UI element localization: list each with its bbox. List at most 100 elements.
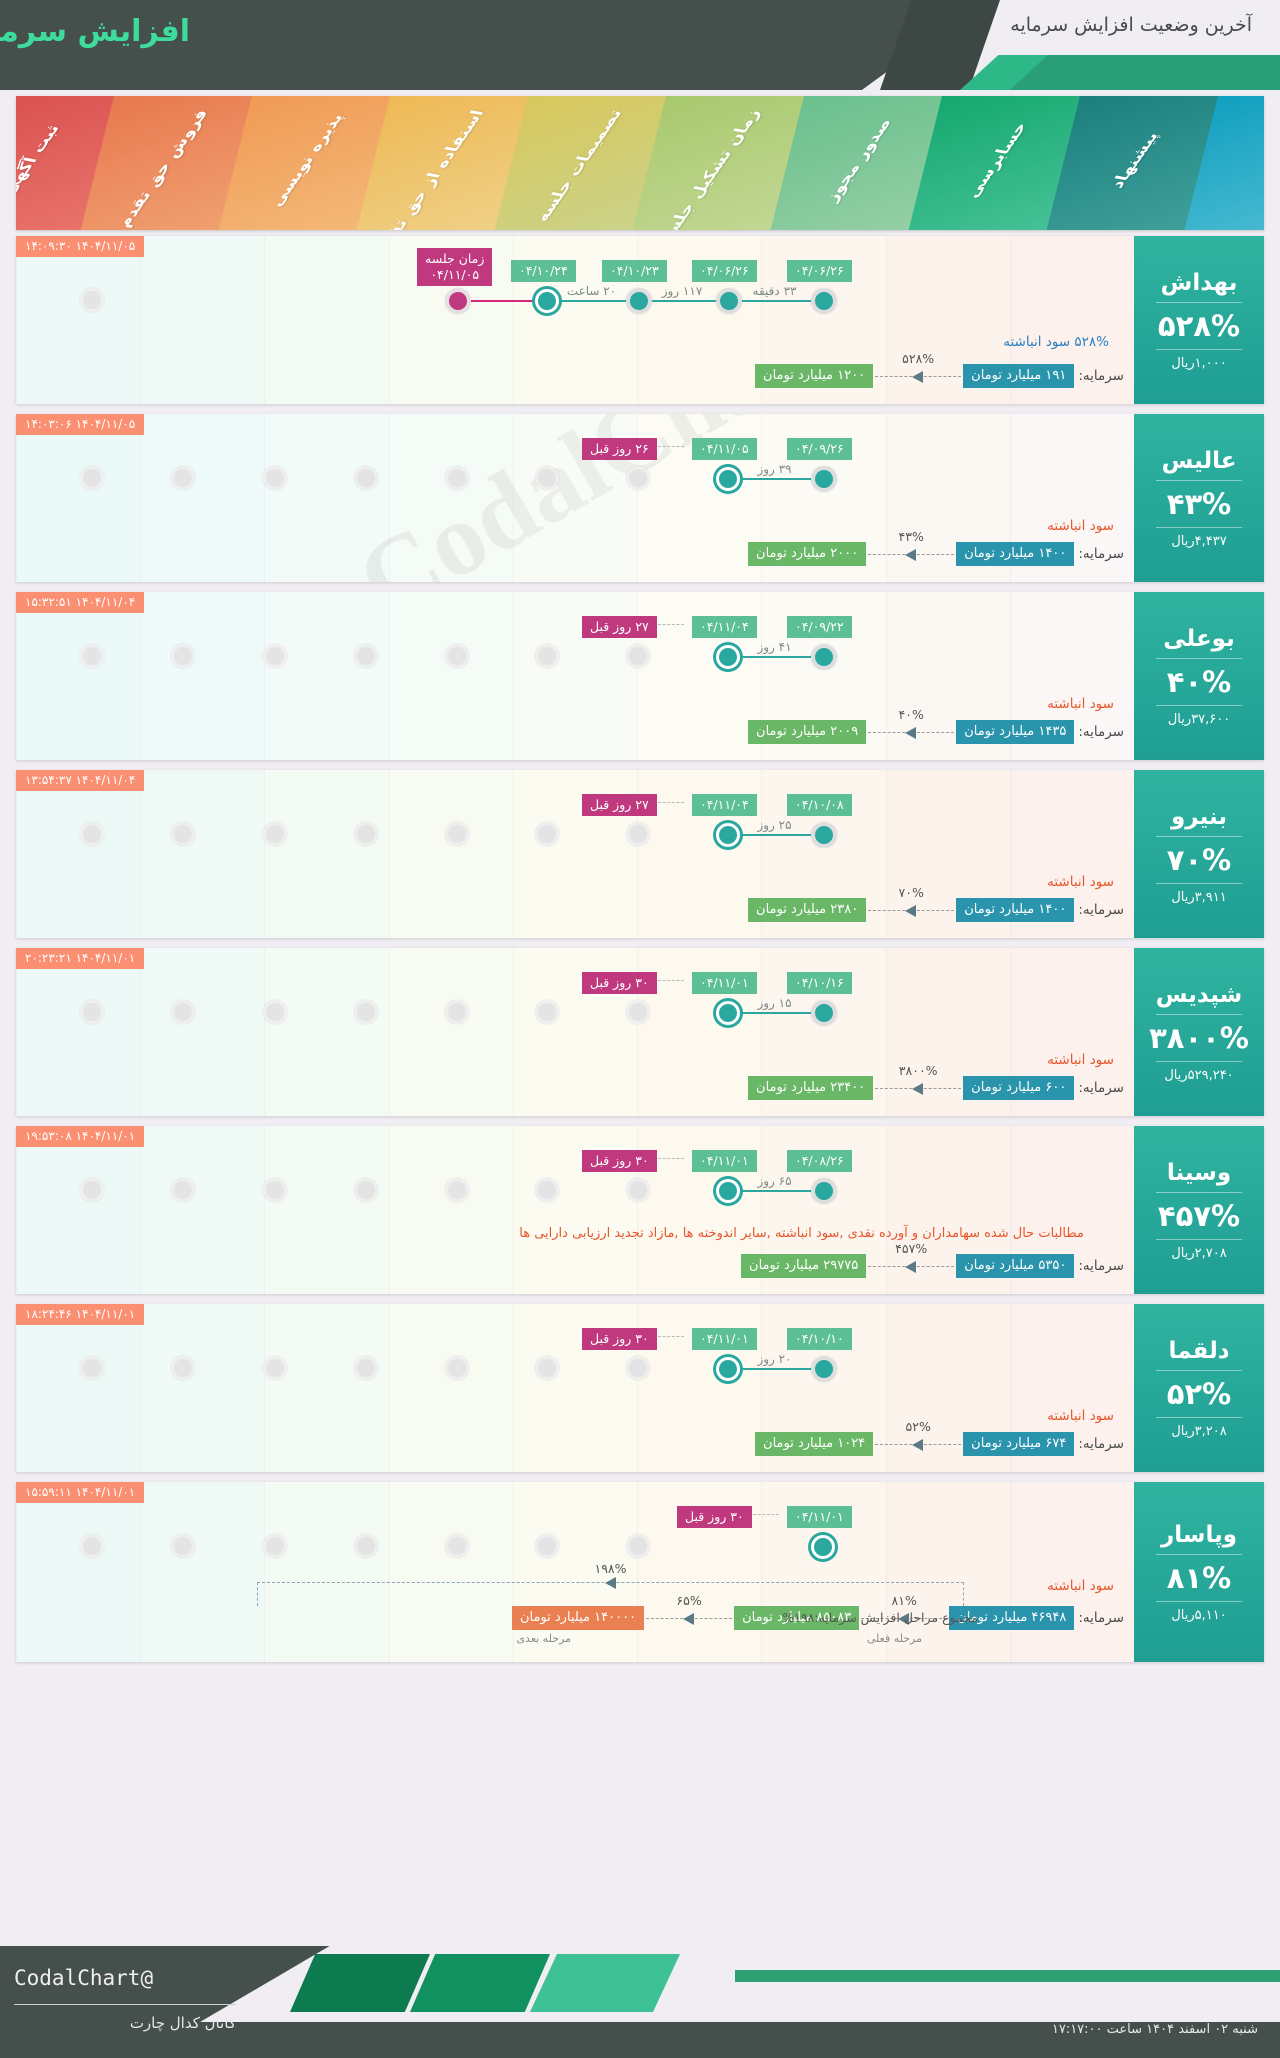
timeline-date-chip[interactable]: ۰۴/۱۱/۰۵ (692, 438, 757, 460)
timeline-date-chip[interactable]: ۰۴/۱۱/۰۱ (692, 1150, 757, 1172)
timeline-node-pending[interactable] (171, 466, 195, 490)
timeline-date-chip[interactable]: ۰۴/۱۰/۱۶ (787, 972, 852, 994)
timeline-node-cur[interactable] (716, 1179, 740, 1203)
timeline-node-pending[interactable] (263, 644, 287, 668)
timeline-node-pending[interactable] (263, 1000, 287, 1024)
timeline-date-chip[interactable]: ۲۶ روز قبل (582, 438, 657, 460)
timeline-date-chip[interactable]: ۰۴/۰۹/۲۲ (787, 616, 852, 638)
timeline-date-chip[interactable]: ۰۴/۱۱/۰۱ (692, 1328, 757, 1350)
timeline-node-pending[interactable] (535, 1356, 559, 1380)
timeline-node-pending[interactable] (445, 1356, 469, 1380)
grid-cell (264, 1304, 389, 1472)
timeline-date-chip[interactable]: ۲۷ روز قبل (582, 794, 657, 816)
timeline-date-chip[interactable]: ۳۰ روز قبل (582, 1328, 657, 1350)
capital-percent-2: ۶۵% (676, 1593, 702, 1608)
timeline-node-current[interactable] (811, 1535, 835, 1559)
timeline-node-pending[interactable] (80, 644, 104, 668)
timeline-node-pending[interactable] (626, 1356, 650, 1380)
timeline-node-pending[interactable] (171, 1534, 195, 1558)
timeline-node-done[interactable] (811, 822, 837, 848)
timeline-node-done[interactable] (811, 288, 837, 314)
timeline-node-pending[interactable] (171, 1356, 195, 1380)
timeline-node-pending[interactable] (171, 822, 195, 846)
timeline-node-pending[interactable] (535, 822, 559, 846)
timeline-node-done[interactable] (811, 1178, 837, 1204)
timeline-node-done[interactable] (811, 1356, 837, 1382)
timeline-node-pending[interactable] (80, 1000, 104, 1024)
timeline-node-pending[interactable] (354, 644, 378, 668)
timeline-node-pending[interactable] (535, 466, 559, 490)
timeline-node-pending[interactable] (80, 1534, 104, 1558)
timeline-node-pending[interactable] (445, 466, 469, 490)
timeline-node-pending[interactable] (263, 822, 287, 846)
timeline-date-chip[interactable]: ۳۰ روز قبل (582, 1150, 657, 1172)
timeline-node-done[interactable] (811, 466, 837, 492)
timeline-node-pending[interactable] (354, 1356, 378, 1380)
header-green-strip-2 (1010, 55, 1280, 90)
timeline-node-pending[interactable] (445, 644, 469, 668)
timeline-node-pending[interactable] (263, 1356, 287, 1380)
stage-label: تصمیمات جلسه (530, 108, 627, 223)
timeline-node-pending[interactable] (354, 1534, 378, 1558)
timeline-node-pending[interactable] (354, 1000, 378, 1024)
timeline-date-chip[interactable]: ۲۷ روز قبل (582, 616, 657, 638)
timeline-date-chip[interactable]: ۰۴/۰۶/۲۶ (787, 260, 852, 282)
timeline-date-chip[interactable]: ۰۴/۰۹/۲۶ (787, 438, 852, 460)
timeline-node-pending[interactable] (445, 1178, 469, 1202)
timeline-node-pending[interactable] (80, 822, 104, 846)
timeline-node-done[interactable] (811, 1000, 837, 1026)
timeline-node-cur[interactable] (716, 823, 740, 847)
timeline-date-chip[interactable]: ۰۴/۱۱/۰۴ (692, 794, 757, 816)
timeline-node-pending[interactable] (626, 1178, 650, 1202)
timeline-node-done[interactable] (716, 288, 742, 314)
timeline-date-chip[interactable]: ۰۴/۱۰/۲۴ (511, 260, 576, 282)
timeline-node-pending[interactable] (80, 1178, 104, 1202)
timeline-node-pending[interactable] (171, 1000, 195, 1024)
company-name: وسینا (1166, 1159, 1232, 1186)
timeline-node-pending[interactable] (535, 1534, 559, 1558)
timeline-node-pending[interactable] (263, 1534, 287, 1558)
timeline-date-chip[interactable]: ۰۴/۱۱/۰۱ (692, 972, 757, 994)
timeline-node-pending[interactable] (445, 822, 469, 846)
timeline-date-chip[interactable]: ۰۴/۰۶/۲۶ (692, 260, 757, 282)
timeline-node-pending[interactable] (626, 1534, 650, 1558)
timeline-node-cur[interactable] (716, 1001, 740, 1025)
timeline-node-pending[interactable] (80, 288, 104, 312)
timeline-node-pending[interactable] (626, 822, 650, 846)
timeline-node-pending[interactable] (263, 1178, 287, 1202)
timeline-node-cur[interactable] (716, 467, 740, 491)
timeline-date-chip[interactable]: ۰۴/۱۰/۲۳ (602, 260, 667, 282)
timeline-node-done[interactable] (626, 288, 652, 314)
timeline-date-chip[interactable]: ۰۴/۱۰/۱۰ (787, 1328, 852, 1350)
timeline-node-cur[interactable] (716, 645, 740, 669)
timeline-date-chip[interactable]: ۰۴/۱۱/۰۱ (787, 1506, 852, 1528)
timeline-node-pending[interactable] (354, 1178, 378, 1202)
timeline-date-chip[interactable]: ۳۰ روز قبل (677, 1506, 752, 1528)
timeline-node-pending[interactable] (445, 1534, 469, 1558)
timeline-gap-label: ۶۵ روز (757, 1174, 792, 1188)
timeline-node-pending[interactable] (171, 1178, 195, 1202)
timeline-node-cur[interactable] (716, 1357, 740, 1381)
timeline-date-chip[interactable]: ۰۴/۱۰/۰۸ (787, 794, 852, 816)
timeline-node-pending[interactable] (626, 644, 650, 668)
timeline-node-pending[interactable] (535, 644, 559, 668)
timeline-node-pending[interactable] (535, 1000, 559, 1024)
timeline-node-done[interactable] (811, 644, 837, 670)
timeline-date-chip[interactable]: زمان جلسه ۰۴/۱۱/۰۵ (417, 248, 493, 287)
timeline-node-pending[interactable] (354, 822, 378, 846)
timeline-node-pending[interactable] (535, 1178, 559, 1202)
timeline-node-pending[interactable] (80, 1356, 104, 1380)
company-panel: بنیرو ۷۰% ۳,۹۱۱ریال (1134, 770, 1264, 938)
timeline-node-pending[interactable] (626, 1000, 650, 1024)
timeline-node-pending[interactable] (80, 466, 104, 490)
timeline-node-pink[interactable] (445, 288, 471, 314)
timeline-date-chip[interactable]: ۰۴/۰۸/۲۶ (787, 1150, 852, 1172)
timeline-node-pending[interactable] (263, 466, 287, 490)
timeline-node-pending[interactable] (626, 466, 650, 490)
timeline-node-pending[interactable] (445, 1000, 469, 1024)
timeline-date-chip[interactable]: ۰۴/۱۱/۰۴ (692, 616, 757, 638)
timeline-node-pending[interactable] (354, 466, 378, 490)
timeline-node-pending[interactable] (171, 644, 195, 668)
timeline-date-chip[interactable]: ۳۰ روز قبل (582, 972, 657, 994)
timeline-node-cur[interactable] (535, 289, 559, 313)
